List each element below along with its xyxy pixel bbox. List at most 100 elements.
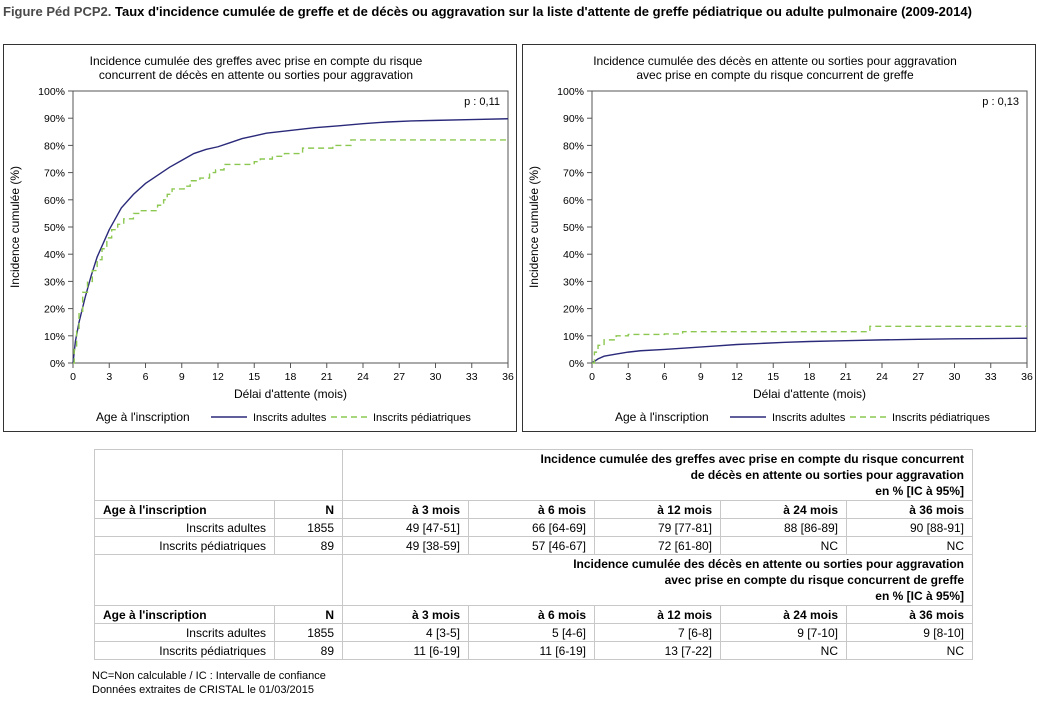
table-cell: 9 [8-10] xyxy=(846,623,973,642)
table-cell: 66 [64-69] xyxy=(468,518,595,537)
x-tick-label: 30 xyxy=(949,371,961,383)
table-header-cell: à 36 mois xyxy=(846,500,973,519)
x-tick-label: 15 xyxy=(767,371,779,383)
x-axis-label: Délai d'attente (mois) xyxy=(753,387,866,401)
x-tick-label: 24 xyxy=(357,371,369,383)
y-tick-label: 0% xyxy=(569,358,584,370)
table-cell: Inscrits pédiatriques xyxy=(94,536,275,555)
table-cell: 79 [77-81] xyxy=(594,518,721,537)
y-tick-label: 50% xyxy=(44,222,65,234)
y-tick-label: 90% xyxy=(563,113,584,125)
table-cell: NC xyxy=(720,641,847,660)
x-tick-label: 0 xyxy=(70,371,76,383)
x-tick-label: 33 xyxy=(466,371,478,383)
y-tick-label: 70% xyxy=(44,168,65,180)
table-section-title-line: avec prise en compte du risque concurren… xyxy=(664,573,964,587)
chart-panel-deaths: Incidence cumulée des décès en attente o… xyxy=(522,44,1036,432)
x-tick-label: 18 xyxy=(804,371,816,383)
chart-title-line: avec prise en compte du risque concurren… xyxy=(636,68,914,82)
table-section-title-line: Incidence cumulée des décès en attente o… xyxy=(573,557,964,571)
y-axis-label: Incidence cumulée (%) xyxy=(8,166,22,288)
table-cell: Inscrits pédiatriques xyxy=(94,641,275,660)
x-tick-label: 3 xyxy=(106,371,112,383)
y-tick-label: 10% xyxy=(44,331,65,343)
table-header-cell: à 36 mois xyxy=(846,605,973,624)
table-section-title-line: en % [IC à 95%] xyxy=(875,589,964,603)
x-tick-label: 36 xyxy=(1021,371,1033,383)
table-cell: 1855 xyxy=(274,518,343,537)
y-tick-label: 60% xyxy=(563,195,584,207)
y-tick-label: 50% xyxy=(563,222,584,234)
x-tick-label: 30 xyxy=(430,371,442,383)
y-tick-label: 80% xyxy=(563,140,584,152)
y-tick-label: 90% xyxy=(44,113,65,125)
legend-entry: Inscrits adultes xyxy=(253,412,327,424)
table-cell: NC xyxy=(846,641,973,660)
table-section-title-line: de décès en attente ou sorties pour aggr… xyxy=(690,468,964,482)
table-cell: 57 [46-67] xyxy=(468,536,595,555)
table-cell: 72 [61-80] xyxy=(594,536,721,555)
table-cell: 5 [4-6] xyxy=(468,623,595,642)
legend-entry: Inscrits pédiatriques xyxy=(892,412,990,424)
x-tick-label: 24 xyxy=(876,371,888,383)
x-tick-label: 12 xyxy=(212,371,224,383)
y-tick-label: 40% xyxy=(563,249,584,261)
table-cell: 89 xyxy=(274,641,343,660)
chart-panel-grafts: Incidence cumulée des greffes avec prise… xyxy=(3,44,517,432)
table-section-title-row: Incidence cumulée des greffes avec prise… xyxy=(94,449,973,501)
table-header-cell: à 12 mois xyxy=(594,500,721,519)
plot-area-frame xyxy=(72,90,509,364)
table-row: Inscrits adultes 1855 49 [47-51] 66 [64-69]… xyxy=(94,518,973,537)
table-cell: 13 [7-22] xyxy=(594,641,721,660)
y-tick-label: 30% xyxy=(563,276,584,288)
y-tick-label: 60% xyxy=(44,195,65,207)
table-header-cell: à 24 mois xyxy=(720,500,847,519)
table-row: Inscrits adultes 1855 4 [3-5] 5 [4-6] 7 [6-8… xyxy=(94,623,973,642)
table-cell: 11 [6-19] xyxy=(468,641,595,660)
table-header-cell: à 3 mois xyxy=(342,605,469,624)
table-cell: Inscrits adultes xyxy=(94,623,275,642)
table-cell: 49 [47-51] xyxy=(342,518,469,537)
x-tick-label: 6 xyxy=(143,371,149,383)
table-cell: 49 [38-59] xyxy=(342,536,469,555)
y-tick-label: 80% xyxy=(44,140,65,152)
y-tick-label: 30% xyxy=(44,276,65,288)
y-tick-label: 20% xyxy=(563,304,584,316)
table-cell: NC xyxy=(720,536,847,555)
x-tick-label: 15 xyxy=(248,371,260,383)
x-tick-label: 27 xyxy=(912,371,924,383)
table-cell: 88 [86-89] xyxy=(720,518,847,537)
x-tick-label: 21 xyxy=(321,371,333,383)
p-value-annotation: p : 0,13 xyxy=(982,96,1019,108)
y-tick-label: 100% xyxy=(557,86,584,98)
y-tick-label: 10% xyxy=(563,331,584,343)
table-header-cell: N xyxy=(274,605,343,624)
y-tick-label: 100% xyxy=(38,86,65,98)
table-header-cell: à 24 mois xyxy=(720,605,847,624)
table-row: Inscrits pédiatriques 89 49 [38-59] 57 [46-… xyxy=(94,536,973,555)
x-tick-label: 6 xyxy=(662,371,668,383)
table-header-cell: Age à l'inscription xyxy=(94,605,275,624)
table-section-title-line: Incidence cumulée des greffes avec prise… xyxy=(540,452,964,466)
table-cell: 9 [7-10] xyxy=(720,623,847,642)
table-cell: 4 [3-5] xyxy=(342,623,469,642)
footnote-source: Données extraites de CRISTAL le 01/03/20… xyxy=(92,684,314,696)
y-tick-label: 20% xyxy=(44,304,65,316)
footnote-nc: NC=Non calculable / IC : Intervalle de c… xyxy=(92,670,326,682)
table-blank-cell xyxy=(94,449,343,501)
x-tick-label: 3 xyxy=(625,371,631,383)
figure-title-text: Taux d'incidence cumulée de greffe et de… xyxy=(111,4,972,19)
p-value-annotation: p : 0,11 xyxy=(464,96,500,108)
series-line-adults xyxy=(72,118,509,364)
legend-title: Age à l'inscription xyxy=(96,410,190,424)
table-header-cell: à 6 mois xyxy=(468,605,595,624)
x-axis-label: Délai d'attente (mois) xyxy=(234,387,347,401)
plot-area-frame xyxy=(591,90,1028,364)
table-cell: 90 [88-91] xyxy=(846,518,973,537)
y-axis-label: Incidence cumulée (%) xyxy=(527,166,541,288)
x-tick-label: 33 xyxy=(985,371,997,383)
table-row: Inscrits pédiatriques 89 11 [6-19] 11 [6-19… xyxy=(94,641,973,660)
table-cell: 1855 xyxy=(274,623,343,642)
